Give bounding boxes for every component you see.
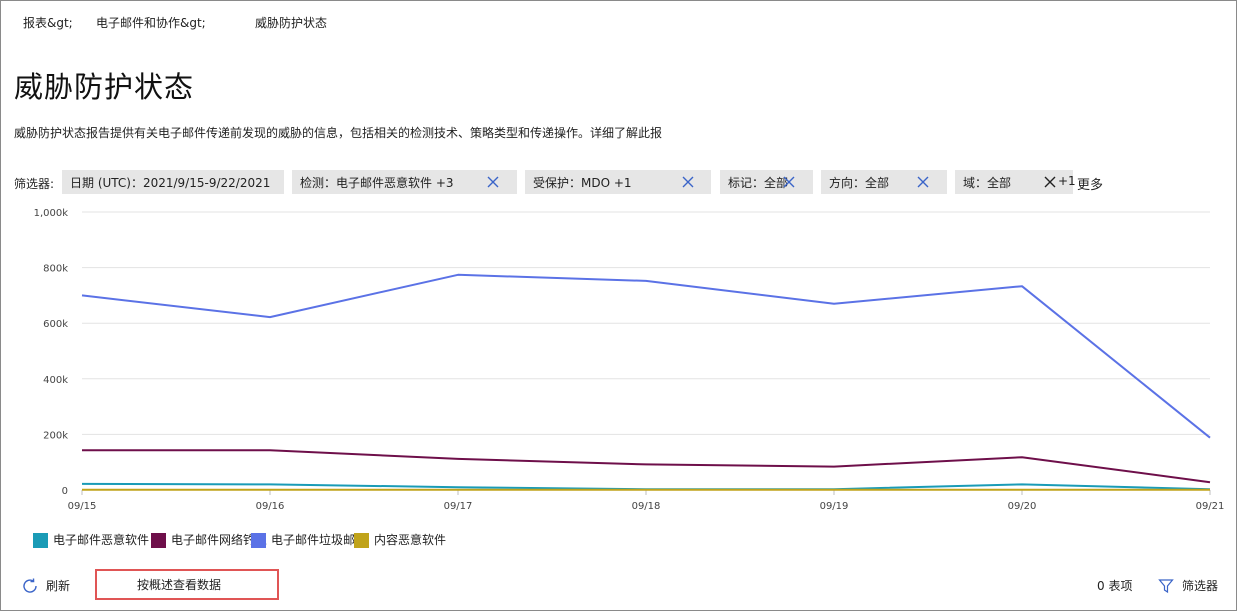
series-line-1 xyxy=(82,449,1211,484)
breadcrumb-email-collab[interactable]: 电子邮件和协作&gt; xyxy=(96,16,206,30)
legend-swatch xyxy=(151,533,166,548)
filter-chip-domain-extra: +1 xyxy=(1058,174,1076,188)
filter-chip-detection[interactable]: 检测：电子邮件恶意软件 +3 xyxy=(292,170,517,194)
filter-icon[interactable] xyxy=(1158,578,1174,594)
close-icon[interactable] xyxy=(679,173,697,191)
legend-label: 电子邮件垃圾邮件 xyxy=(271,533,368,547)
close-icon[interactable] xyxy=(1041,173,1059,191)
filter-chip-date[interactable]: 日期 (UTC)：2021/9/15-9/22/2021 xyxy=(62,170,284,194)
filter-chip-protected-label: 受保护：MDO +1 xyxy=(533,176,632,190)
filter-chip-date-label: 日期 (UTC)：2021/9/15-9/22/2021 xyxy=(70,176,271,190)
close-icon[interactable] xyxy=(780,173,798,191)
filter-chip-tag-label: 标记：全部 xyxy=(728,176,789,190)
legend-swatch xyxy=(354,533,369,548)
series-line-0 xyxy=(81,482,1211,491)
breadcrumb-current: 威胁防护状态 xyxy=(255,16,328,30)
refresh-icon[interactable] xyxy=(21,577,39,595)
series-line-2 xyxy=(81,273,1211,439)
y-tick-label: 800k xyxy=(43,264,68,275)
legend-swatch xyxy=(33,533,48,548)
filter-chip-domain-label: 域：全部 xyxy=(963,176,1012,190)
filter-chip-direction[interactable]: 方向：全部 xyxy=(821,170,947,194)
legend-swatch xyxy=(251,533,266,548)
view-overview-button[interactable]: 按概述查看数据 xyxy=(95,569,279,600)
x-tick-label: 09/16 xyxy=(256,501,285,512)
filters-label: 筛选器: xyxy=(14,177,55,191)
page-description: 威胁防护状态报告提供有关电子邮件传递前发现的威胁的信息，包括相关的检测技术、策略… xyxy=(14,126,663,140)
legend-label: 电子邮件网络钓鱼 xyxy=(171,533,268,547)
y-tick-label: 600k xyxy=(43,319,68,330)
legend-label: 内容恶意软件 xyxy=(374,533,447,547)
filter-chip-domain[interactable]: 域：全部 +1 xyxy=(955,170,1076,194)
breadcrumb-reports[interactable]: 报表&gt; xyxy=(23,16,73,30)
close-icon[interactable] xyxy=(914,173,932,191)
x-tick-label: 09/20 xyxy=(1008,501,1037,512)
x-tick-label: 09/19 xyxy=(820,501,849,512)
page-title: 威胁防护状态 xyxy=(14,70,195,104)
close-icon[interactable] xyxy=(484,173,502,191)
y-tick-label: 200k xyxy=(43,430,68,441)
y-tick-label: 400k xyxy=(43,375,68,386)
x-tick-label: 09/15 xyxy=(68,501,97,512)
legend-label: 电子邮件恶意软件 xyxy=(53,533,150,547)
x-tick-label: 09/21 xyxy=(1196,501,1225,512)
y-tick-label: 0 xyxy=(62,486,68,497)
x-tick-label: 09/17 xyxy=(444,501,473,512)
filter-chip-tag[interactable]: 标记：全部 xyxy=(720,170,813,194)
filter-chip-protected[interactable]: 受保护：MDO +1 xyxy=(525,170,711,194)
filter-chip-detection-label: 检测：电子邮件恶意软件 +3 xyxy=(300,176,454,190)
filters-more-link[interactable]: 更多 xyxy=(1077,178,1104,193)
refresh-button[interactable]: 刷新 xyxy=(46,579,71,593)
y-tick-label: 1,000k xyxy=(34,208,69,219)
threat-chart: 0 200k 400k 600k 800k 1,000k 09/15 09/16 09/17 09… xyxy=(34,208,1225,512)
items-count: 0 表项 xyxy=(1097,579,1133,593)
filter-button[interactable]: 筛选器 xyxy=(1182,579,1219,593)
filter-chip-direction-label: 方向：全部 xyxy=(829,176,890,190)
view-overview-label: 按概述查看数据 xyxy=(137,578,222,592)
x-tick-label: 09/18 xyxy=(632,501,661,512)
